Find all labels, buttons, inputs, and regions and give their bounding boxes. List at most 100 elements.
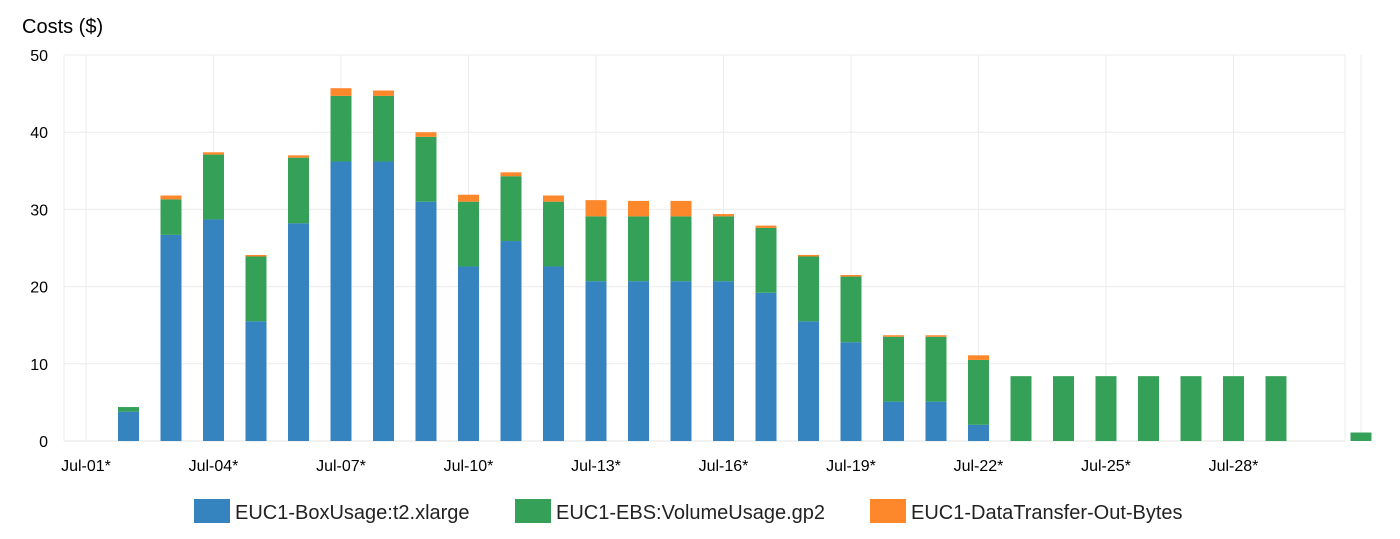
bar-segment-series-2 [288, 155, 309, 158]
y-tick-label: 20 [30, 280, 48, 297]
bar-segment-series-0 [713, 281, 734, 441]
bar-segment-series-1 [245, 256, 267, 322]
x-tick-label: Jul-04* [189, 458, 239, 475]
bar-segment-series-2 [713, 214, 734, 217]
bar-segment-series-1 [1053, 376, 1074, 441]
x-tick-label: Jul-01* [61, 458, 111, 475]
bar-segment-series-0 [245, 321, 267, 441]
bar-segment-series-2 [755, 225, 777, 228]
bar-segment-series-1 [713, 216, 734, 282]
bar-segment-series-2 [883, 335, 904, 337]
bar-segment-series-0 [925, 401, 947, 441]
y-tick-label: 30 [30, 202, 48, 219]
y-axis-ticks: 0 10 20 30 40 50 [30, 48, 48, 451]
legend: EUC1-BoxUsage:t2.xlarge EUC1-EBS:VolumeUs… [194, 499, 1183, 524]
legend-item[interactable]: EUC1-EBS:VolumeUsage.gp2 [515, 499, 825, 524]
bar-segment-series-1 [883, 336, 904, 402]
x-tick-label: Jul-13* [571, 458, 621, 475]
bar-segment-series-1 [1010, 376, 1032, 441]
bar-segment-series-0 [798, 321, 819, 441]
bar-segment-series-0 [628, 281, 649, 441]
x-tick-label: Jul-22* [954, 458, 1004, 475]
bar-segment-series-2 [500, 172, 522, 177]
x-tick-label: Jul-07* [316, 458, 366, 475]
bar-segment-series-0 [755, 292, 777, 441]
legend-item[interactable]: EUC1-BoxUsage:t2.xlarge [194, 499, 470, 524]
bar-segment-series-1 [1138, 376, 1159, 441]
bar-segment-series-0 [288, 223, 309, 441]
bar-segment-series-1 [330, 95, 352, 162]
bar-segment-series-1 [458, 201, 479, 267]
x-tick-label: Jul-19* [826, 458, 876, 475]
bar-segment-series-1 [415, 136, 437, 202]
bar-segment-series-1 [1350, 432, 1372, 441]
bar-segment-series-1 [585, 216, 607, 282]
y-tick-label: 40 [30, 125, 48, 142]
x-tick-label: Jul-25* [1081, 458, 1131, 475]
bar-segment-series-0 [330, 161, 352, 441]
bar-segment-series-2 [415, 132, 437, 137]
bar-segment-series-1 [925, 336, 947, 402]
bar-segment-series-1 [840, 276, 862, 343]
bar-segment-series-1 [500, 176, 522, 242]
bar-segment-series-0 [968, 424, 989, 441]
bar-segment-series-2 [458, 194, 479, 202]
bar-segment-series-0 [373, 161, 394, 441]
bar-segment-series-1 [798, 256, 819, 322]
bar-segment-series-2 [203, 152, 224, 155]
bar-segment-series-0 [500, 241, 522, 441]
x-tick-label: Jul-16* [699, 458, 749, 475]
bar-segment-series-2 [628, 200, 649, 217]
bar-segment-series-0 [118, 411, 139, 441]
bar-segment-series-1 [373, 95, 394, 162]
bar-segment-series-1 [968, 359, 989, 425]
y-axis-title: Costs ($) [22, 16, 103, 38]
bar-segment-series-2 [330, 88, 352, 96]
x-axis-ticks: Jul-01* Jul-04* Jul-07* Jul-10* Jul-13* Jul-1… [61, 458, 1258, 475]
y-tick-label: 10 [30, 357, 48, 374]
bar-segment-series-2 [585, 200, 607, 217]
legend-swatch [870, 499, 906, 523]
bar-segment-series-2 [543, 195, 564, 202]
bar-segment-series-1 [543, 201, 564, 267]
bar-segment-series-1 [628, 216, 649, 282]
bar-segment-series-1 [203, 154, 224, 220]
bar-segment-series-2 [798, 254, 819, 257]
bar-segment-series-1 [118, 407, 139, 412]
bar-segment-series-0 [585, 281, 607, 441]
legend-swatch [515, 499, 551, 523]
bar-segment-series-2 [670, 200, 692, 217]
bar-segment-series-1 [670, 216, 692, 282]
y-tick-label: 50 [30, 48, 48, 65]
legend-label: EUC1-DataTransfer-Out-Bytes [911, 502, 1183, 524]
bar-segment-series-2 [160, 195, 182, 200]
x-tick-label: Jul-10* [444, 458, 494, 475]
bar-segment-series-0 [203, 219, 224, 441]
legend-item[interactable]: EUC1-DataTransfer-Out-Bytes [870, 499, 1183, 524]
bar-segment-series-0 [458, 266, 479, 441]
legend-swatch [194, 499, 230, 523]
bar-segment-series-1 [1223, 376, 1244, 441]
bar-segment-series-1 [160, 199, 182, 235]
bar-segment-series-0 [543, 266, 564, 441]
bar-segment-series-2 [373, 90, 394, 96]
bar-segment-series-1 [755, 227, 777, 293]
bar-segment-series-0 [160, 234, 182, 441]
y-tick-label: 0 [39, 434, 48, 451]
x-tick-label: Jul-28* [1209, 458, 1259, 475]
bar-segment-series-2 [840, 275, 862, 277]
bar-segment-series-2 [245, 254, 267, 257]
bar-segment-series-1 [1180, 376, 1202, 441]
bar-segment-series-1 [1265, 376, 1287, 441]
bar-segment-series-0 [840, 342, 862, 441]
bar-segment-series-0 [670, 281, 692, 441]
bar-segment-series-0 [415, 201, 437, 441]
legend-label: EUC1-BoxUsage:t2.xlarge [235, 502, 470, 524]
legend-label: EUC1-EBS:VolumeUsage.gp2 [556, 502, 825, 524]
bar-segment-series-0 [883, 401, 904, 441]
bars [118, 88, 1372, 441]
bar-segment-series-2 [968, 355, 989, 360]
bar-segment-series-1 [1095, 376, 1117, 441]
bar-segment-series-2 [925, 335, 947, 337]
